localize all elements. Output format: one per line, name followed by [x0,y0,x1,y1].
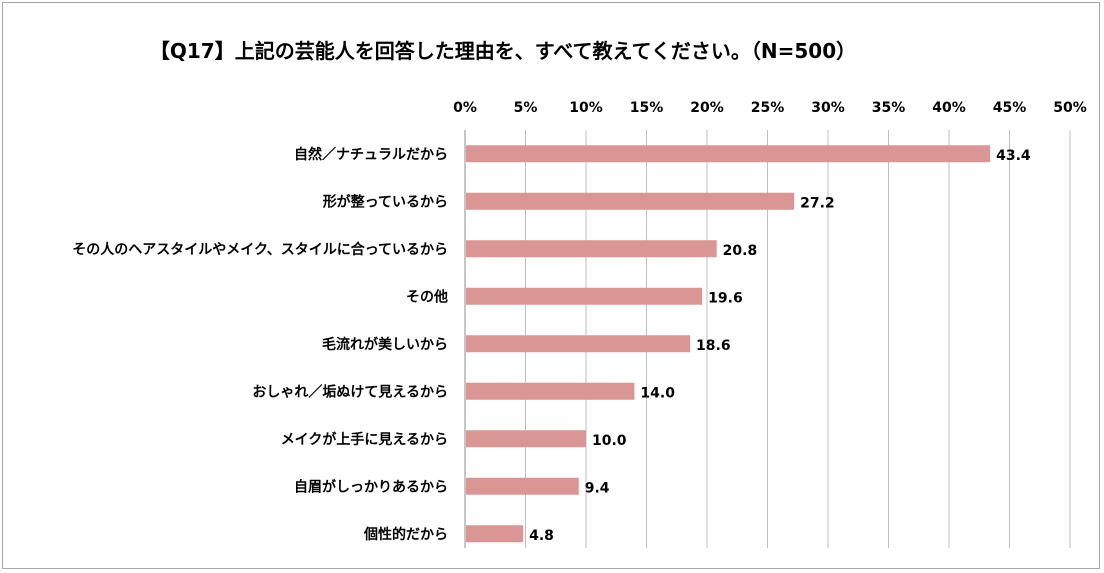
x-tick-label: 15% [630,100,664,116]
bar [466,192,795,210]
x-tick-label: 30% [811,100,845,116]
category-label: メイクが上手に見えるから [281,431,448,448]
category-label: 個性的だから [363,526,448,543]
value-label: 14.0 [640,385,675,401]
bar [466,335,691,353]
x-tick-label: 25% [751,100,785,116]
x-tick-label: 50% [1053,100,1087,116]
x-tick-label: 5% [514,100,538,116]
value-label: 19.6 [708,290,743,306]
category-labels: 自然／ナチュラルだから形が整っているからその人のヘアスタイルやメイク、スタイルに… [72,146,448,543]
value-labels: 43.4 27.2 20.8 19.6 18.6 14.0 10.0 9.4 4.8 [529,148,1031,544]
bars [466,145,991,543]
x-tick-label: 20% [690,100,724,116]
x-axis-ticks: 0% 5% 10% 15% 20% 25% 30% 35% 40% 45% 50% [453,100,1087,116]
bar [466,525,524,543]
x-tick-label: 0% [453,100,477,116]
bar [466,145,991,163]
category-label: おしゃれ／垢ぬけて見えるから [252,383,448,400]
value-label: 43.4 [996,148,1031,164]
category-label: 自眉がしっかりあるから [294,478,448,495]
x-tick-label: 45% [993,100,1027,116]
category-label: 毛流れが美しいから [322,336,448,353]
value-label: 20.8 [723,243,758,259]
value-label: 27.2 [800,195,835,211]
value-label: 10.0 [592,433,627,449]
category-label: その他 [406,288,448,305]
x-tick-label: 35% [872,100,906,116]
x-tick-label: 40% [932,100,966,116]
value-label: 18.6 [696,338,731,354]
bar [466,240,717,258]
bar [466,477,579,495]
value-label: 9.4 [585,480,610,496]
bar [466,382,635,400]
bar [466,287,703,305]
value-label: 4.8 [529,528,554,544]
chart-title: 【Q17】上記の芸能人を回答した理由を、すべて教えてください。（N=500） [149,39,857,63]
category-label: 自然／ナチュラルだから [294,146,448,163]
bar [466,430,586,448]
category-label: 形が整っているから [323,193,448,210]
x-tick-label: 10% [569,100,603,116]
category-label: その人のヘアスタイルやメイク、スタイルに合っているから [72,241,448,258]
